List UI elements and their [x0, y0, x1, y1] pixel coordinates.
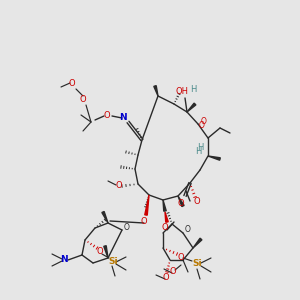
Text: Si: Si	[108, 257, 118, 266]
Text: O: O	[163, 272, 169, 281]
Text: N: N	[119, 113, 127, 122]
Polygon shape	[165, 212, 168, 222]
Polygon shape	[163, 200, 166, 211]
Text: O: O	[80, 94, 86, 103]
Polygon shape	[154, 85, 158, 96]
Text: N: N	[60, 256, 68, 265]
Text: O: O	[178, 253, 184, 262]
Text: O: O	[124, 223, 130, 232]
Text: O: O	[185, 224, 191, 233]
Text: O: O	[170, 268, 176, 277]
Text: O: O	[116, 181, 122, 190]
Polygon shape	[208, 156, 220, 160]
Text: H: H	[197, 143, 203, 152]
Text: H: H	[195, 148, 201, 157]
Polygon shape	[193, 238, 202, 248]
Polygon shape	[102, 212, 108, 223]
Text: H: H	[190, 85, 196, 94]
Text: O: O	[162, 224, 168, 232]
Text: O: O	[194, 197, 200, 206]
Text: O: O	[104, 110, 110, 119]
Polygon shape	[178, 196, 184, 207]
Polygon shape	[145, 195, 149, 215]
Text: O: O	[141, 217, 147, 226]
Text: Si: Si	[192, 260, 202, 268]
Text: O: O	[69, 79, 75, 88]
Text: O: O	[201, 116, 207, 125]
Text: O: O	[178, 200, 184, 208]
Text: O: O	[97, 248, 103, 256]
Text: O: O	[199, 122, 205, 130]
Polygon shape	[187, 103, 196, 112]
Polygon shape	[104, 246, 108, 258]
Text: OH: OH	[176, 88, 188, 97]
